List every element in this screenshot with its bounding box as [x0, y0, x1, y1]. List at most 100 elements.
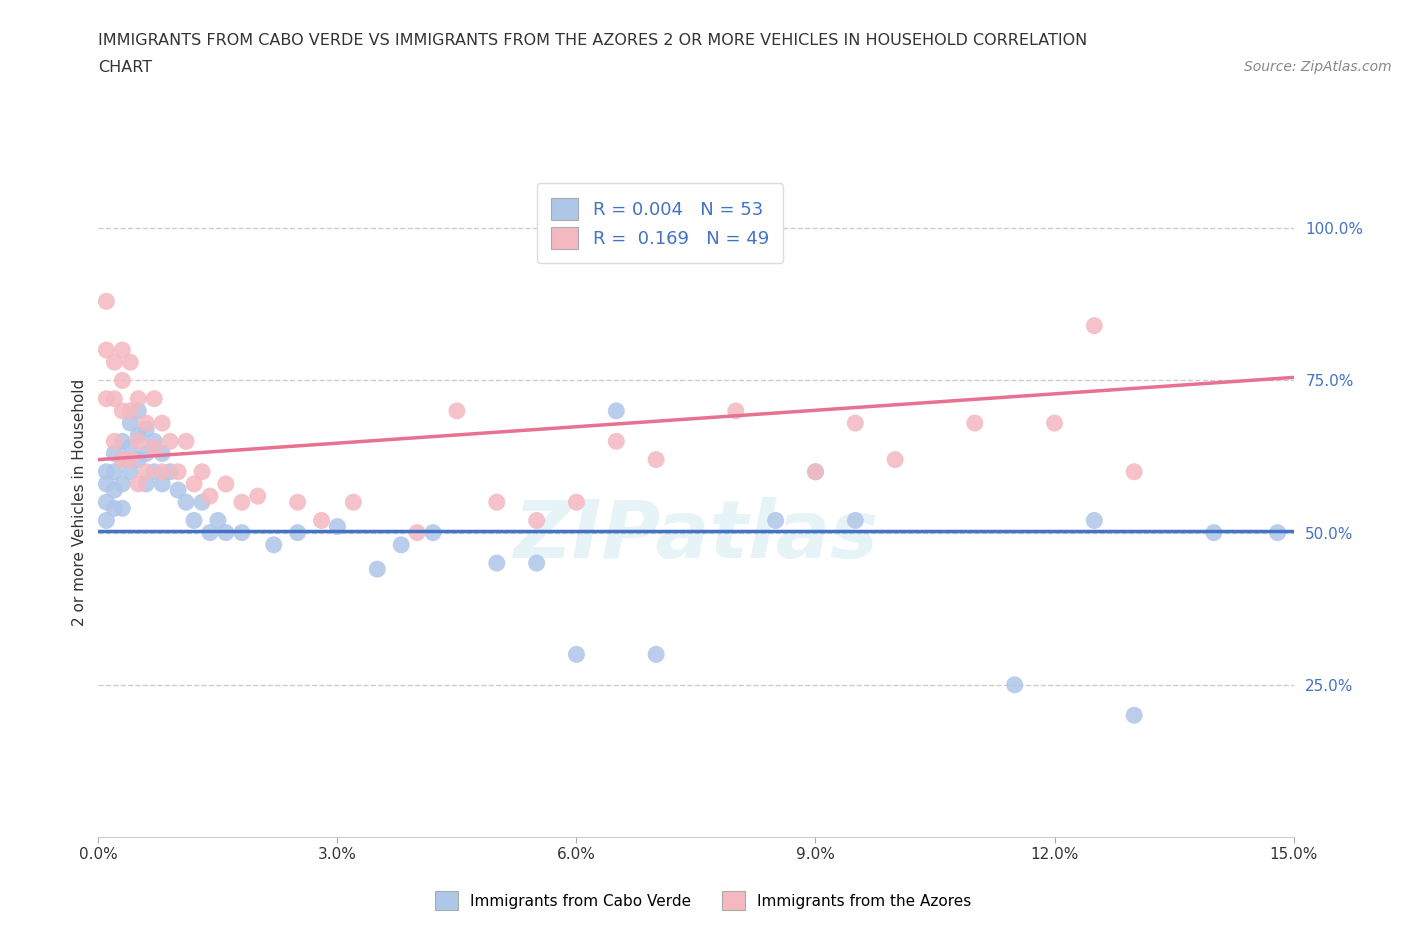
Point — [120, 404, 142, 418]
Point — [884, 452, 907, 467]
Point — [150, 446, 173, 461]
Point — [406, 525, 429, 540]
Point — [844, 416, 866, 431]
Point — [389, 538, 412, 552]
Point — [120, 354, 142, 369]
Point — [174, 434, 197, 449]
Point — [111, 452, 134, 467]
Point — [103, 354, 125, 369]
Point — [526, 555, 548, 570]
Point — [127, 392, 149, 406]
Point — [96, 392, 118, 406]
Point — [96, 495, 118, 510]
Point — [143, 392, 166, 406]
Point — [96, 476, 118, 491]
Point — [96, 294, 118, 309]
Point — [287, 525, 309, 540]
Point — [127, 428, 149, 443]
Point — [135, 421, 157, 436]
Point — [135, 416, 157, 431]
Point — [167, 464, 190, 479]
Point — [103, 446, 125, 461]
Point — [287, 495, 309, 510]
Point — [103, 483, 125, 498]
Point — [1043, 416, 1066, 431]
Point — [150, 476, 173, 491]
Legend: R = 0.004   N = 53, R =  0.169   N = 49: R = 0.004 N = 53, R = 0.169 N = 49 — [537, 183, 783, 263]
Point — [645, 452, 668, 467]
Point — [605, 434, 627, 449]
Point — [150, 416, 173, 431]
Point — [143, 464, 166, 479]
Point — [645, 647, 668, 662]
Point — [96, 464, 118, 479]
Point — [215, 476, 238, 491]
Point — [159, 464, 181, 479]
Point — [1202, 525, 1225, 540]
Point — [111, 373, 134, 388]
Point — [366, 562, 388, 577]
Text: Source: ZipAtlas.com: Source: ZipAtlas.com — [1244, 60, 1392, 74]
Text: IMMIGRANTS FROM CABO VERDE VS IMMIGRANTS FROM THE AZORES 2 OR MORE VEHICLES IN H: IMMIGRANTS FROM CABO VERDE VS IMMIGRANTS… — [98, 33, 1088, 47]
Point — [485, 495, 508, 510]
Point — [1267, 525, 1289, 540]
Point — [183, 513, 205, 528]
Point — [111, 452, 134, 467]
Point — [844, 513, 866, 528]
Point — [120, 464, 142, 479]
Point — [135, 446, 157, 461]
Point — [446, 404, 468, 418]
Point — [103, 392, 125, 406]
Point — [103, 464, 125, 479]
Point — [246, 488, 269, 503]
Point — [120, 452, 142, 467]
Point — [1123, 708, 1146, 723]
Y-axis label: 2 or more Vehicles in Household: 2 or more Vehicles in Household — [72, 379, 87, 626]
Point — [127, 452, 149, 467]
Point — [96, 513, 118, 528]
Text: CHART: CHART — [98, 60, 152, 75]
Point — [120, 416, 142, 431]
Point — [96, 342, 118, 357]
Point — [526, 513, 548, 528]
Point — [311, 513, 333, 528]
Point — [127, 404, 149, 418]
Point — [111, 476, 134, 491]
Point — [135, 464, 157, 479]
Point — [422, 525, 444, 540]
Point — [1123, 464, 1146, 479]
Point — [174, 495, 197, 510]
Point — [135, 476, 157, 491]
Point — [565, 495, 588, 510]
Point — [103, 501, 125, 516]
Point — [963, 416, 986, 431]
Point — [143, 440, 166, 455]
Point — [111, 342, 134, 357]
Point — [231, 495, 253, 510]
Point — [263, 538, 285, 552]
Point — [485, 555, 508, 570]
Point — [103, 434, 125, 449]
Point — [198, 525, 221, 540]
Point — [724, 404, 747, 418]
Point — [326, 519, 349, 534]
Point — [565, 647, 588, 662]
Point — [605, 404, 627, 418]
Point — [167, 483, 190, 498]
Point — [143, 434, 166, 449]
Legend: Immigrants from Cabo Verde, Immigrants from the Azores: Immigrants from Cabo Verde, Immigrants f… — [427, 884, 979, 918]
Point — [231, 525, 253, 540]
Point — [120, 440, 142, 455]
Point — [191, 495, 214, 510]
Point — [127, 434, 149, 449]
Point — [342, 495, 364, 510]
Point — [111, 501, 134, 516]
Point — [127, 476, 149, 491]
Point — [804, 464, 827, 479]
Point — [1083, 318, 1105, 333]
Point — [215, 525, 238, 540]
Point — [207, 513, 229, 528]
Point — [1004, 677, 1026, 692]
Point — [183, 476, 205, 491]
Point — [111, 404, 134, 418]
